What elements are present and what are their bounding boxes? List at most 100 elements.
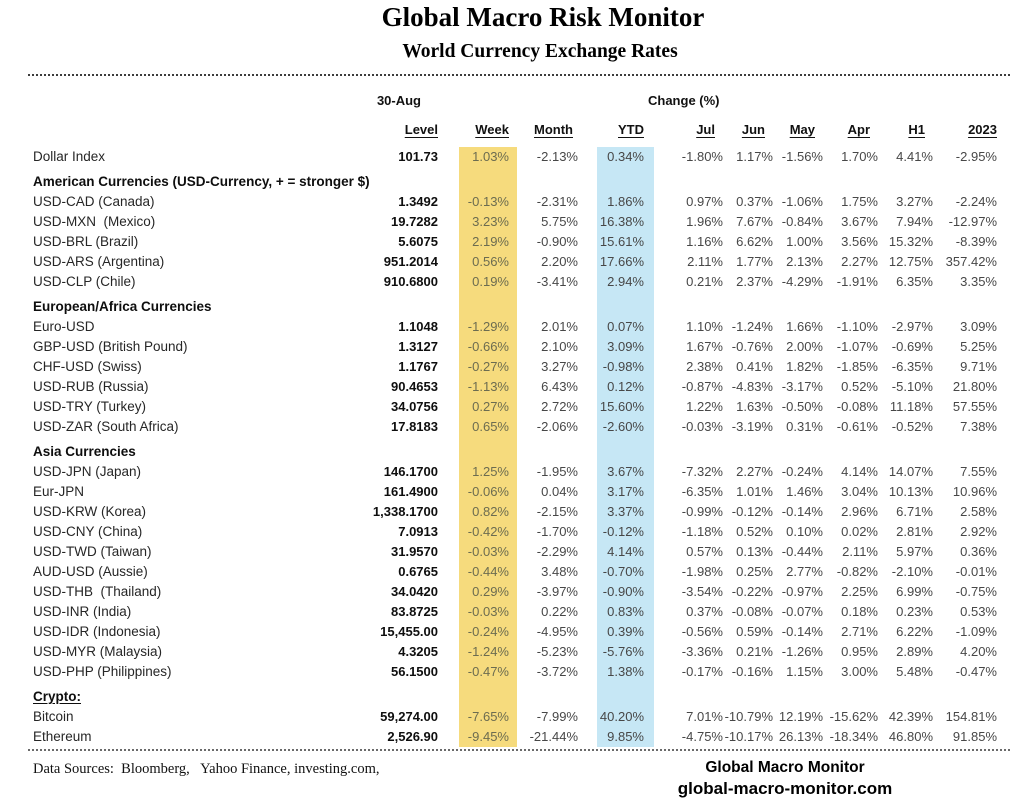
cell-ytd: 1.86% [607,194,644,209]
cell-jul: 2.38% [686,359,723,374]
section-header-label: Asia Currencies [33,444,136,459]
table-row: USD-BRL (Brazil) 5.6075 2.19% -0.90% 15.61% 1… [33,232,997,252]
cell-jul: 1.10% [686,319,723,334]
cell-ytd: -2.60% [602,419,644,434]
cell-may: -3.17% [781,379,823,394]
cell-week: -0.03% [467,544,509,559]
cell-jun: -10.79% [724,709,773,724]
cell-jul: -1.98% [681,564,723,579]
cell-jul: -4.75% [681,729,723,744]
cell-jul: -3.54% [681,584,723,599]
row-label: USD-JPN (Japan) [33,464,142,479]
table-row: Dollar Index 101.73 1.03% -2.13% 0.34% -1.80%… [33,147,997,167]
column-header-may: May [789,122,815,137]
row-label: USD-MYR (Malaysia) [33,644,163,659]
cell-month: -3.41% [536,274,578,289]
cell-week: -0.24% [467,624,509,639]
cell-apr: 3.67% [841,214,878,229]
cell-jun: -0.08% [731,604,773,619]
table-row: USD-THB (Thailand) 34.0420 0.29% -3.97% -0.9… [33,582,997,602]
cell-apr: 0.52% [841,379,878,394]
section-header-row: American Currencies (USD-Currency, + = s… [33,172,997,192]
cell-month: -4.95% [536,624,578,639]
row-label: Dollar Index [33,149,106,164]
cell-apr: 2.11% [842,544,878,559]
cell-h1: 2.89% [896,644,933,659]
row-label: USD-TRY (Turkey) [33,399,147,414]
cell-y2023: 357.42% [945,254,997,269]
cell-jul: 0.21% [686,274,723,289]
cell-y2023: 2.92% [960,524,997,539]
table-row: Euro-USD 1.1048 -1.29% 2.01% 0.07% 1.10% -1.24… [33,317,997,337]
column-header-level: Level [404,122,438,137]
cell-ytd: 3.09% [607,339,644,354]
cell-h1: 11.18% [889,399,933,414]
table-row: GBP-USD (British Pound) 1.3127 -0.66% 2.10%… [33,337,997,357]
cell-week: 0.65% [472,419,509,434]
cell-apr: 1.70% [841,149,878,164]
cell-may: -4.29% [781,274,823,289]
cell-level: 0.6765 [398,564,438,579]
table-row: USD-MYR (Malaysia) 4.3205 -1.24% -5.23% -5.7… [33,642,997,662]
cell-week: 2.19% [472,234,509,249]
cell-jul: 0.37% [686,604,723,619]
cell-y2023: -2.24% [955,194,997,209]
cell-jun: -4.83% [731,379,773,394]
cell-ytd: -0.98% [602,359,644,374]
cell-ytd: 3.67% [607,464,644,479]
cell-may: 1.46% [786,484,823,499]
row-label: USD-INR (India) [33,604,132,619]
cell-level: 56.1500 [391,664,438,679]
cell-apr: 2.25% [841,584,878,599]
cell-jun: 6.62% [736,234,773,249]
cell-week: -9.45% [467,729,509,744]
cell-apr: 0.18% [841,604,878,619]
cell-level: 101.73 [398,149,438,164]
cell-jun: 7.67% [736,214,773,229]
cell-h1: 2.81% [896,524,933,539]
cell-jul: -0.56% [681,624,723,639]
cell-level: 31.9570 [391,544,438,559]
cell-level: 59,274.00 [380,709,438,724]
cell-jun: -3.19% [731,419,773,434]
cell-ytd: 4.14% [607,544,644,559]
cell-y2023: 4.20% [960,644,997,659]
cell-month: 2.01% [541,319,578,334]
cell-apr: 0.95% [841,644,878,659]
cell-ytd: 15.60% [599,399,644,414]
cell-h1: 46.80% [888,729,933,744]
cell-jun: -0.12% [731,504,773,519]
column-header-ytd: YTD [618,122,644,137]
cell-jun: 0.25% [736,564,773,579]
row-label: CHF-USD (Swiss) [33,359,142,374]
cell-ytd: 3.37% [607,504,644,519]
cell-h1: 6.22% [896,624,933,639]
column-header-jun: Jun [741,122,765,137]
row-label: USD-RUB (Russia) [33,379,149,394]
cell-y2023: 91.85% [952,729,997,744]
cell-month: -3.97% [536,584,578,599]
cell-level: 1,338.1700 [372,504,438,519]
cell-may: 1.15% [786,664,823,679]
table-row: USD-TRY (Turkey) 34.0756 0.27% 2.72% 15.60% 1… [33,397,997,417]
cell-apr: -1.91% [836,274,878,289]
top-divider [28,74,1010,76]
row-label: Bitcoin [33,709,74,724]
cell-month: -0.90% [536,234,578,249]
cell-jul: 1.16% [686,234,723,249]
cell-apr: -0.08% [836,399,878,414]
cell-level: 34.0420 [391,584,438,599]
cell-h1: 7.94% [896,214,933,229]
cell-week: -0.03% [467,604,509,619]
cell-y2023: 3.35% [960,274,997,289]
row-label: USD-CLP (Chile) [33,274,136,289]
cell-level: 146.1700 [383,464,438,479]
cell-ytd: -0.90% [602,584,644,599]
cell-may: -1.06% [781,194,823,209]
cell-jul: -1.80% [681,149,723,164]
cell-month: -7.99% [536,709,578,724]
cell-week: -0.13% [467,194,509,209]
cell-may: 0.10% [786,524,823,539]
cell-apr: -1.85% [836,359,878,374]
section-header-row: Asia Currencies [33,442,997,462]
